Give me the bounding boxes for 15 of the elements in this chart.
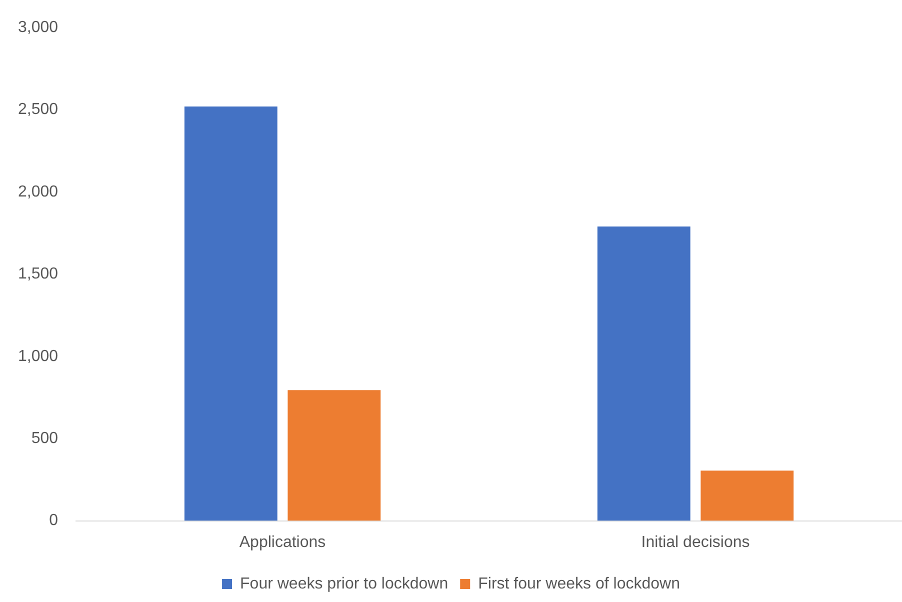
bar [184, 106, 278, 521]
y-tick-label: 500 [31, 430, 58, 448]
legend-label: First four weeks of lockdown [478, 575, 680, 592]
bar [597, 226, 690, 521]
bar [700, 470, 794, 521]
y-tick-label: 3,000 [18, 19, 58, 36]
bar [288, 390, 381, 521]
legend-label: Four weeks prior to lockdown [240, 575, 448, 592]
x-tick-label: Initial decisions [641, 534, 750, 551]
y-tick-label: 0 [49, 512, 58, 530]
y-tick-label: 1,000 [18, 348, 58, 365]
y-tick-label: 2,000 [18, 183, 58, 200]
y-tick-label: 1,500 [18, 266, 58, 283]
y-tick-label: 2,500 [18, 101, 58, 118]
x-tick-label: Applications [239, 534, 326, 551]
